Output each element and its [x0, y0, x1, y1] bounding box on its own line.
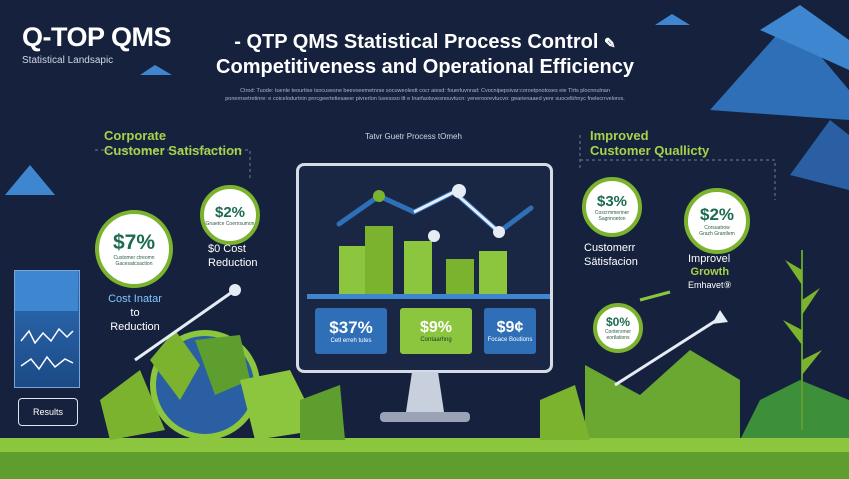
customer-satisfaction-label: Customerr Sätisfacion [584, 241, 638, 269]
monitor-stand [380, 372, 470, 422]
blue-line1: Cost Inatar [108, 293, 162, 305]
improved-growth-label: Improvel Growth Emhavet⑨ [688, 253, 732, 292]
pencil-icon: ✎ [604, 35, 616, 51]
metric-value: $2% [214, 203, 246, 221]
metric-caption-2: Gacesatcsaction [115, 261, 153, 267]
card-text: Cetl erreh tutes [330, 337, 372, 344]
metric-caption-1: Contersmer [604, 329, 632, 335]
chart-point [493, 226, 505, 238]
chart-point [452, 184, 466, 198]
chart-bar [365, 226, 393, 296]
metric-caption-2: Sagnnoeton [598, 215, 626, 222]
right-heading: Improved Customer Quallicty [590, 128, 709, 158]
chart-bar [339, 246, 367, 296]
chart-bar [404, 241, 432, 296]
card-text: Focace Boutions [487, 336, 533, 343]
metric-caption-2: eortlations [606, 335, 630, 341]
improved-line1: Improvel [688, 253, 731, 265]
results-button[interactable]: Results [18, 398, 78, 426]
hills-shape [585, 350, 740, 440]
headline: - QTP QMS Statistical Process Control ✎ … [210, 30, 640, 79]
chart-thumbnail-panel [14, 270, 80, 388]
sparkline-icon [15, 271, 78, 371]
metric-caption-2: Grazh Grantlem [699, 231, 735, 237]
metric-card-blue: $37% Cetl erreh tutes [315, 308, 387, 354]
brand-title: Q-TOP QMS [22, 22, 172, 52]
left-heading-line1: Corporate [104, 128, 167, 143]
metric-value: $7% [112, 231, 156, 254]
chart-point [428, 230, 440, 242]
metric-circle-b: $2% Corsuatrow Grazh Grantlem [684, 188, 750, 254]
chart-bar [446, 259, 474, 296]
headline-line2: Competitiveness and Operational Efficien… [216, 56, 634, 78]
metric-value: $3% [596, 192, 628, 210]
metric-caption-1: Corsuatrow [704, 225, 730, 231]
cost-line1: $0 Cost [208, 243, 246, 255]
right-heading-line1: Improved [590, 128, 649, 143]
improved-line2: Growth [690, 266, 730, 278]
cloud-shape [140, 65, 172, 75]
metric-circle-c: $0% Contersmer eortlations [593, 303, 643, 353]
cloud-shape [655, 14, 690, 25]
satisfaction-line2: Sätisfacion [584, 256, 638, 268]
mountain-shape [790, 120, 849, 190]
blue-line3: Reduction [110, 321, 160, 333]
cost-initiative-label: Cost Inatar to Reduction [100, 292, 170, 334]
metric-card-green: $9% Contaarhng [400, 308, 472, 354]
mountain-shape [5, 165, 55, 195]
left-heading-line2: Customer Satisfaction [104, 143, 242, 158]
blue-line2: to [130, 307, 140, 319]
metric-circle-small: $2% Gnaetce Coernsumon [200, 185, 260, 245]
metric-value: $0% [605, 315, 631, 329]
card-value: $9¢ [496, 318, 524, 336]
satisfaction-line1: Customerr [584, 242, 636, 254]
right-heading-line2: Customer Quallicty [590, 143, 710, 158]
card-value: $9% [419, 318, 453, 336]
metric-circle-large: $7% Customer ctreomn Gacesatcsaction [95, 210, 173, 288]
card-text: Contaarhng [420, 336, 452, 343]
metric-value: $2% [699, 205, 735, 224]
metric-caption: Gnaetce Coernsumon [205, 220, 255, 227]
trend-arrow [134, 288, 236, 362]
monitor-frame: $37% Cetl erreh tutes $9% Contaarhng $9¢… [296, 163, 553, 373]
metric-card-blue-small: $9¢ Focace Boutions [484, 308, 536, 354]
brand-subtitle: Statistical Landsapic [22, 55, 114, 66]
chart-bar [479, 251, 507, 296]
metric-caption-1: Customer ctreomn [113, 255, 155, 261]
chart-point [373, 190, 385, 202]
center-caption: Tatvr Guetr Process tOmeh [365, 132, 462, 141]
metric-circle-a: $3% Coscrmmeriner Sagnnoeton [582, 177, 642, 237]
mountain-shape [710, 20, 849, 120]
headline-line1: - QTP QMS Statistical Process Control [234, 31, 599, 53]
card-value: $37% [329, 317, 373, 337]
metric-caption-1: Coscrmmeriner [594, 209, 630, 216]
mountain-shape [760, 5, 849, 70]
bar-chart-graphic [307, 184, 550, 299]
left-heading: Corporate Customer Satisfaction [104, 128, 242, 158]
arrow-head-icon [712, 310, 728, 324]
cost-line2: Reduction [208, 257, 258, 269]
cost-reduction-label: $0 Cost Reduction [208, 242, 258, 270]
improved-line3: Emhavet⑨ [688, 280, 732, 290]
description-text: Ctrod: Tuode: tuenle teourtise tsocusesn… [225, 88, 625, 102]
